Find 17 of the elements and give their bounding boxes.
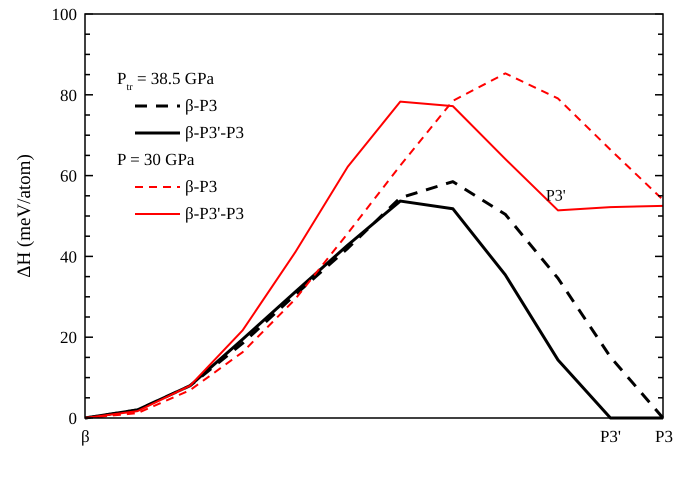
legend-label: β-P3 (185, 177, 218, 196)
y-axis-title: ΔH (meV/atom) (14, 154, 35, 278)
legend-label: β-P3'-P3 (185, 123, 244, 142)
y-tick-label: 80 (60, 86, 77, 105)
y-tick-label: 20 (60, 328, 77, 348)
annotation: P$_{tr}$ = 38.5 GPa (117, 69, 215, 92)
legend-label: β-P3'-P3 (185, 204, 244, 223)
x-tick-label: P3 (655, 427, 673, 446)
annotation: P3' (546, 187, 566, 204)
y-tick-label: 40 (60, 247, 77, 266)
legend-label: β-P3 (185, 96, 218, 115)
y-tick-label: 100 (52, 4, 77, 24)
x-tick-label: β (81, 427, 90, 446)
annotation: P = 30 GPa (117, 150, 195, 169)
y-tick-label: 0 (68, 408, 77, 428)
x-tick-label: P3' (600, 427, 621, 446)
y-tick-label: 60 (60, 166, 77, 186)
